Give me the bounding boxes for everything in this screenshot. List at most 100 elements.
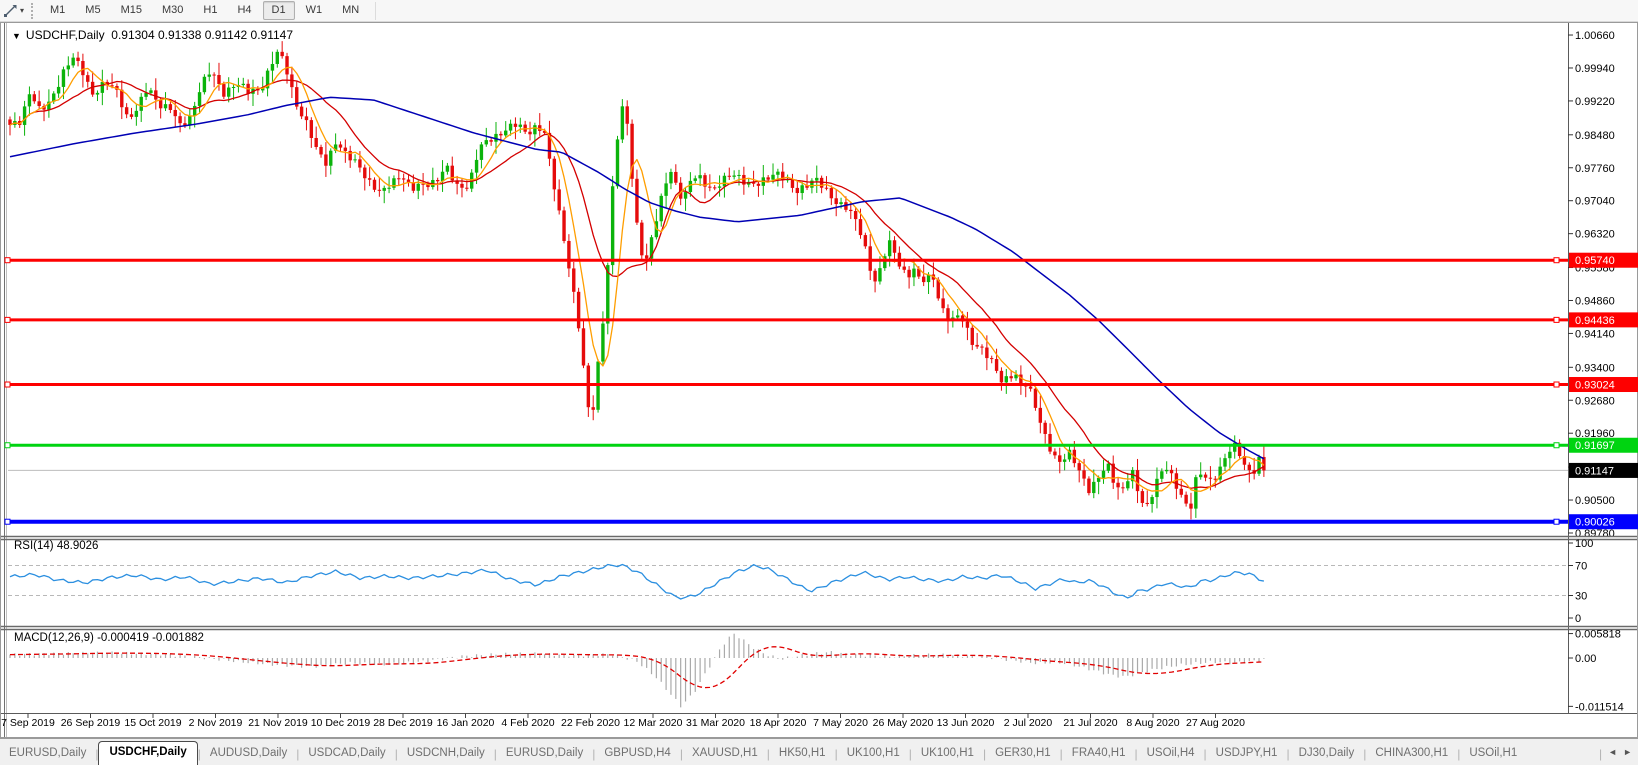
chart-tab-audusd-daily[interactable]: AUDUSD,Daily — [209, 747, 288, 759]
axis-label: 0.99940 — [1575, 63, 1615, 75]
axis-label: 30 — [1575, 591, 1587, 603]
axis-label: 7 Sep 2019 — [1, 717, 55, 729]
chart-tab-eurusd-daily[interactable]: EURUSD,Daily — [505, 747, 584, 759]
chart-tab-gbpusd-h4[interactable]: GBPUSD,H4 — [604, 747, 671, 759]
tab-divider: | — [197, 746, 201, 761]
axis-label: 0.005818 — [1575, 629, 1621, 641]
tool-dropdown-caret[interactable]: ▾ — [20, 6, 25, 15]
rsi-line — [9, 563, 1264, 600]
tab-divider: | — [1599, 746, 1603, 761]
axis-label: 21 Nov 2019 — [248, 717, 308, 729]
timeframe-button-mn[interactable]: MN — [342, 4, 360, 16]
axis-label: 0.94436 — [1575, 315, 1615, 327]
axis-label: 0.93400 — [1575, 362, 1615, 374]
axis-label: 2 Nov 2019 — [189, 717, 243, 729]
timeframe-button-h4[interactable]: H4 — [237, 4, 252, 16]
tab-divider: | — [592, 746, 596, 761]
axis-label: 13 Jun 2020 — [937, 717, 995, 729]
timeframe-button-m30[interactable]: M30 — [161, 4, 184, 16]
chart-tab-usoil-h4[interactable]: USOil,H4 — [1146, 747, 1195, 759]
axis-label: 0.99220 — [1575, 96, 1615, 108]
chart-tab-usoil-h1[interactable]: USOil,H1 — [1469, 747, 1518, 759]
axis-label: 16 Jan 2020 — [437, 717, 495, 729]
timeframe-button-h1[interactable]: H1 — [203, 4, 218, 16]
axis-label: 21 Jul 2020 — [1063, 717, 1117, 729]
chart-tab-fra40-h1[interactable]: FRA40,H1 — [1071, 747, 1126, 759]
tab-divider: | — [493, 746, 497, 761]
timeframe-button-w1[interactable]: W1 — [305, 4, 323, 16]
trendline-tool-icon[interactable] — [1, 2, 19, 20]
tab-divider: | — [394, 746, 398, 761]
tab-scroll-controls: | ◄ ► — [1595, 739, 1638, 765]
timeframe-button-m15[interactable]: M15 — [120, 4, 142, 16]
line-handle — [1553, 518, 1560, 525]
macd-histogram — [9, 633, 1265, 708]
axis-label: 22 Feb 2020 — [561, 717, 620, 729]
chart-tab-usdjpy-h1[interactable]: USDJPY,H1 — [1215, 747, 1278, 759]
tab-divider: | — [1457, 746, 1461, 761]
chart-tab-xauusd-h1[interactable]: XAUUSD,H1 — [691, 747, 758, 759]
timeframe-button-m1[interactable]: M1 — [50, 4, 66, 16]
chart-tab-usdchf-daily[interactable]: USDCHF,Daily — [98, 741, 198, 765]
chart-tab-usdcad-daily[interactable]: USDCAD,Daily — [308, 747, 386, 759]
tab-divider: | — [1059, 746, 1063, 761]
tab-divider: | — [1134, 746, 1138, 761]
axis-label: 4 Feb 2020 — [501, 717, 554, 729]
chart-tab-bar: EURUSD,Daily | USDCHF,Daily | AUDUSD,Daily | U… — [0, 738, 1638, 765]
tab-divider: | — [1286, 746, 1290, 761]
current-price-badge — [1569, 462, 1638, 478]
axis-label: 0.90500 — [1575, 495, 1615, 507]
tab-divider: | — [982, 746, 987, 761]
tab-scroll-left-icon[interactable]: ◄ — [1608, 747, 1618, 757]
axis-label: 0.95740 — [1575, 255, 1615, 267]
axis-label: 100 — [1575, 538, 1593, 550]
chart-tab-eurusd-daily[interactable]: EURUSD,Daily — [9, 747, 87, 759]
line-handle — [1553, 316, 1560, 323]
chart-tab-uk100-h1[interactable]: UK100,H1 — [846, 747, 900, 759]
macd-signal-line — [9, 646, 1264, 689]
price-level-badge — [1569, 437, 1638, 453]
toolbar-separator — [375, 1, 377, 20]
line-handle — [1553, 381, 1560, 388]
tab-divider: | — [834, 746, 838, 761]
axis-label: 0.91960 — [1575, 428, 1615, 440]
axis-label: 28 Dec 2019 — [373, 717, 433, 729]
chart-tab-usdcnh-daily[interactable]: USDCNH,Daily — [406, 747, 485, 759]
timeframe-buttons: M1 M5 M15 M30 H1 H4 D1 W1 MN — [40, 1, 369, 20]
axis-label: 0.96320 — [1575, 229, 1615, 241]
axis-label: 0.90026 — [1575, 517, 1615, 529]
chart-tab-ger30-h1[interactable]: GER30,H1 — [995, 747, 1051, 759]
chart-tab-china300-h1[interactable]: CHINA300,H1 — [1375, 747, 1449, 759]
axis-label: 0.97040 — [1575, 196, 1615, 208]
axis-label: 7 May 2020 — [813, 717, 868, 729]
axis-label: 70 — [1575, 561, 1587, 573]
axis-label: 0.92680 — [1575, 395, 1615, 407]
chart-tab-hk50-h1[interactable]: HK50,H1 — [778, 747, 826, 759]
line-handle — [4, 442, 11, 449]
chart-window-frame — [0, 22, 1638, 738]
axis-label: 0.98480 — [1575, 130, 1615, 142]
price-chart-canvas[interactable]: 1.00660 0.99940 0.99220 0.98480 0.97760 0.970… — [0, 22, 1638, 738]
toolbar-grip[interactable] — [31, 2, 34, 19]
axis-label: 0.91147 — [1575, 465, 1614, 477]
tab-divider: | — [95, 746, 99, 761]
chart-window: 1.00660 0.99940 0.99220 0.98480 0.97760 0.970… — [0, 22, 1638, 738]
tab-scroll-right-icon[interactable]: ► — [1623, 747, 1632, 757]
chart-tab-dj30-daily[interactable]: DJ30,Daily — [1298, 747, 1355, 759]
chart-tab-uk100-h1[interactable]: UK100,H1 — [920, 747, 974, 759]
axis-label: 26 May 2020 — [873, 717, 934, 729]
axis-label: 0.00 — [1575, 653, 1596, 665]
axis-label: 0.91697 — [1575, 440, 1615, 452]
price-level-badge — [1569, 377, 1638, 393]
axis-label: 1.00660 — [1575, 30, 1615, 42]
axis-label: 12 Mar 2020 — [624, 717, 683, 729]
tab-divider: | — [296, 746, 300, 761]
timeframe-button-m5[interactable]: M5 — [85, 4, 101, 16]
line-handle — [4, 381, 11, 388]
timeframe-button-d1[interactable]: D1 — [262, 1, 295, 20]
tab-divider: | — [766, 746, 770, 761]
chart-tabs: EURUSD,Daily | USDCHF,Daily | AUDUSD,Daily | U… — [0, 739, 1595, 765]
axis-label: -0.011514 — [1575, 701, 1624, 713]
ma-medium-line — [9, 79, 1265, 489]
